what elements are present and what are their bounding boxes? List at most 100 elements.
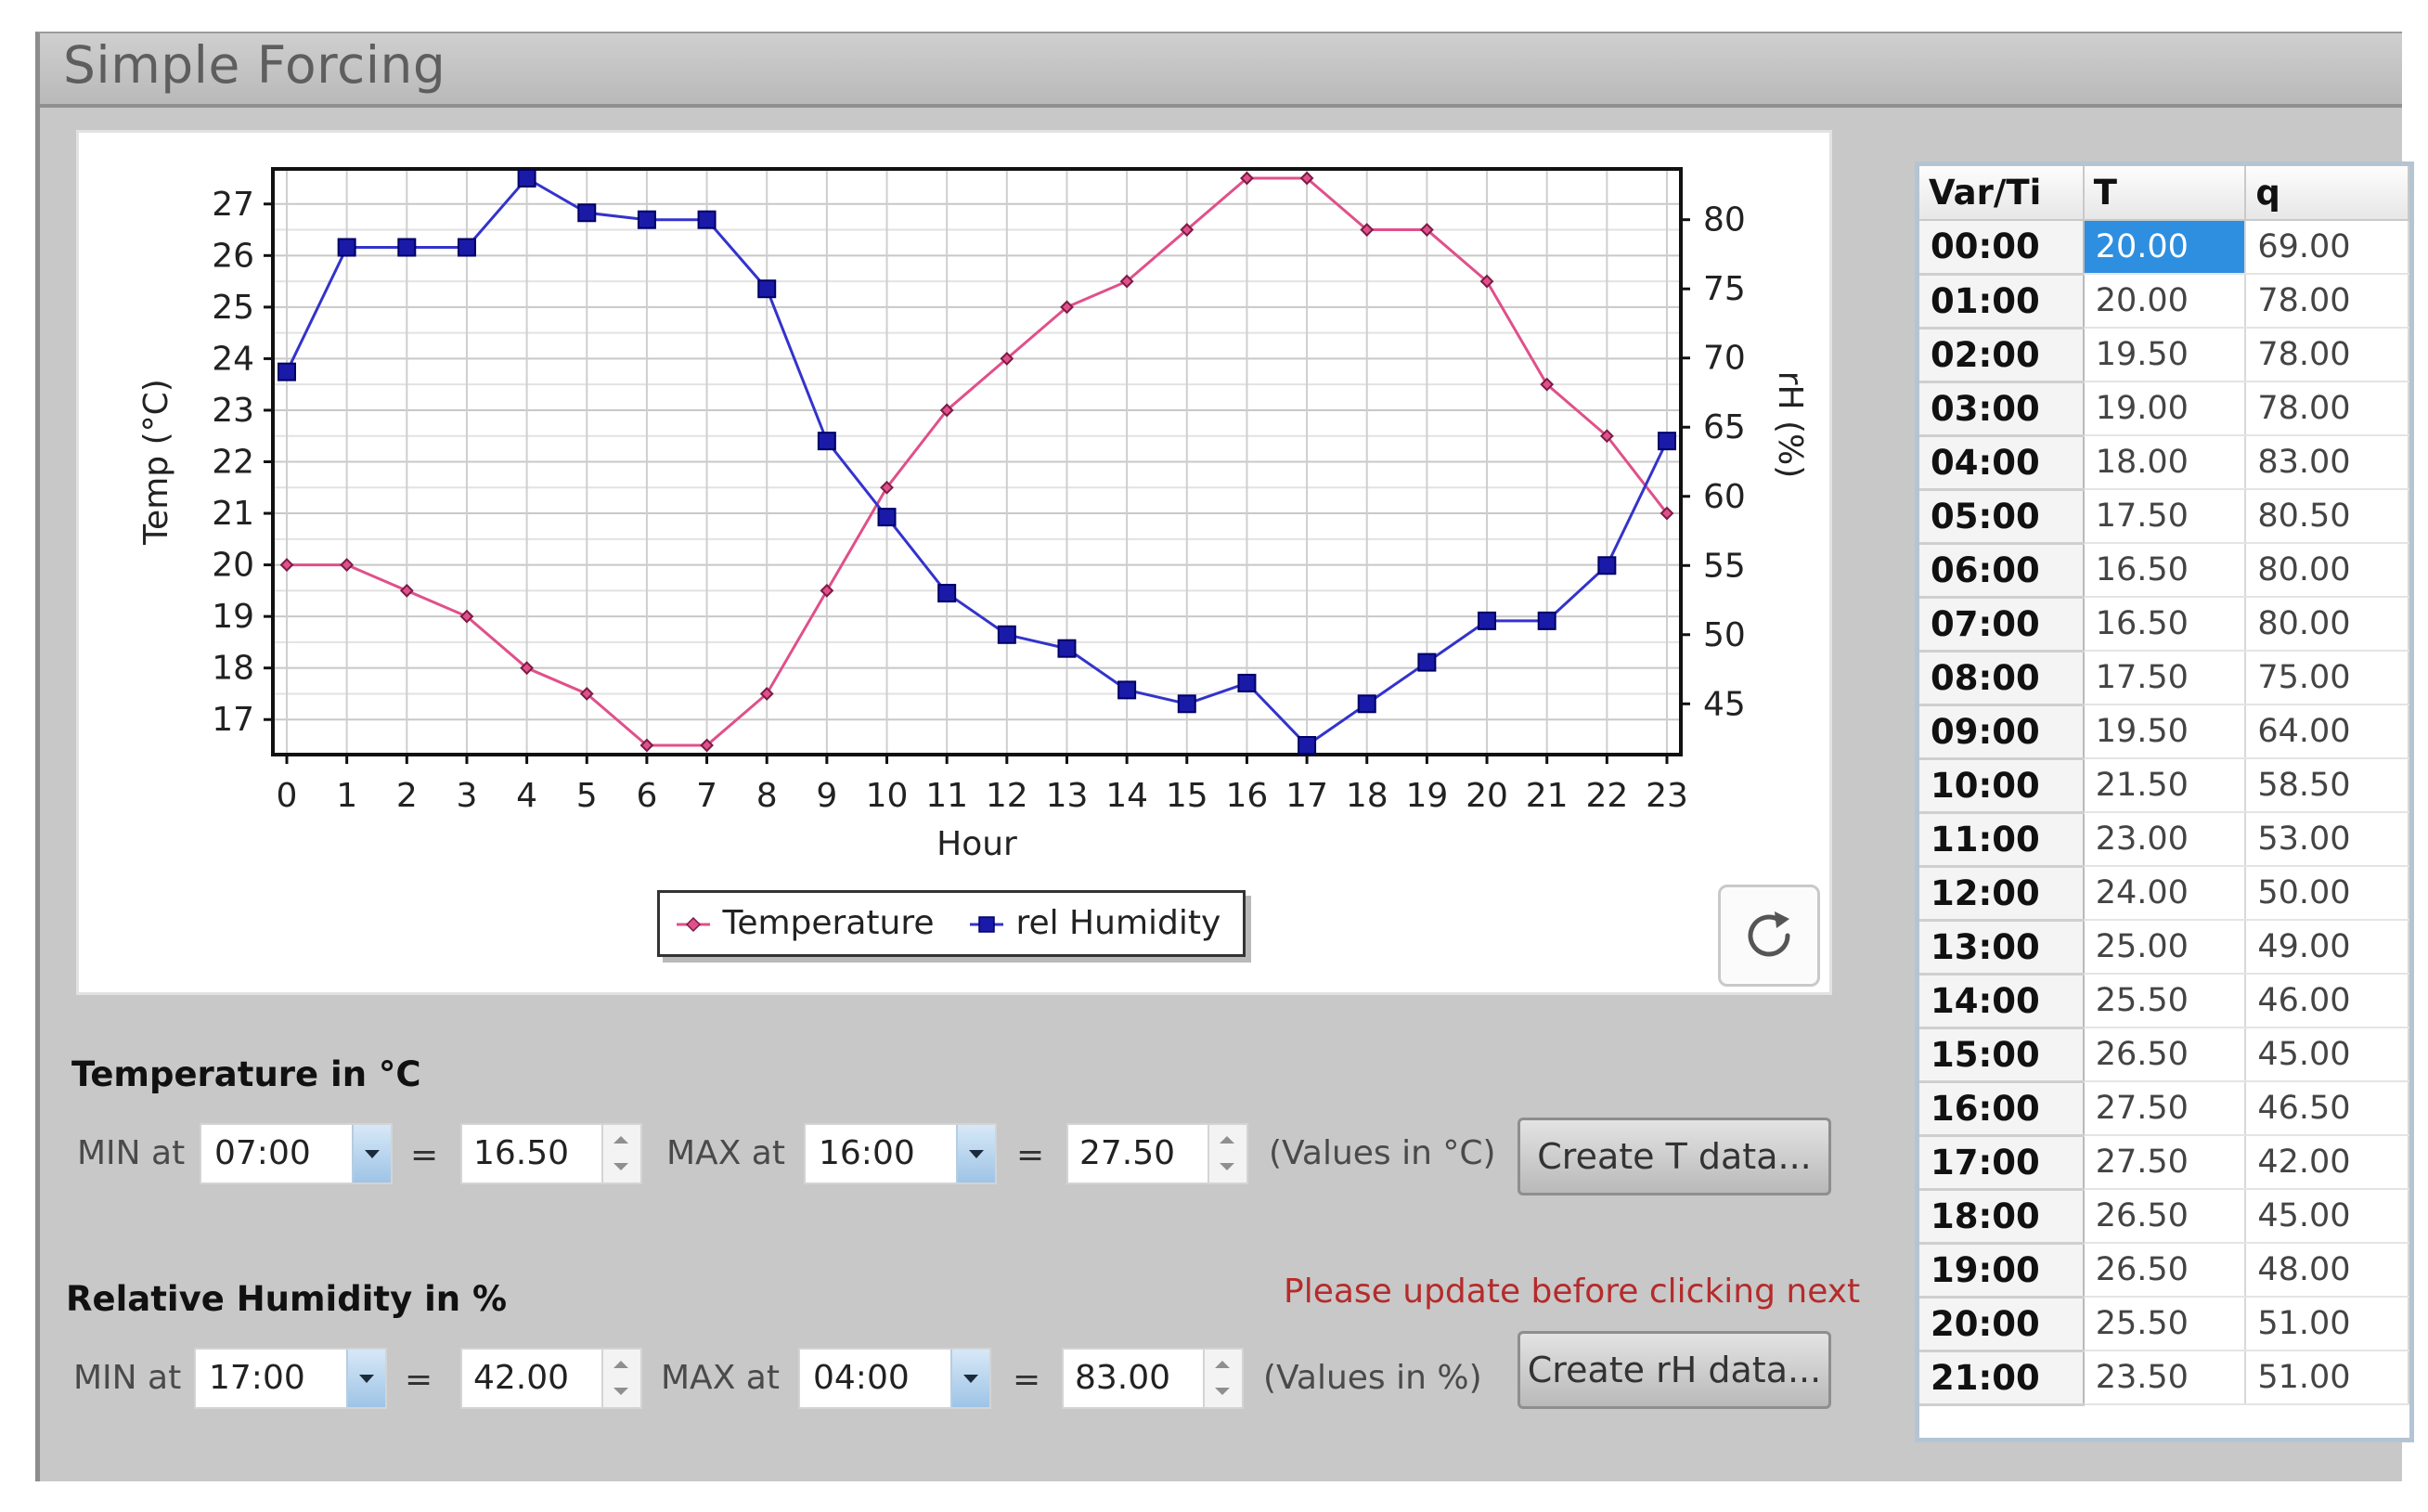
spinner-down-icon[interactable] xyxy=(607,1155,635,1179)
t-value-cell[interactable]: 27.50 xyxy=(2083,1135,2247,1190)
chevron-down-icon[interactable] xyxy=(352,1125,391,1182)
table-row[interactable]: 14:00 25.50 46.00 xyxy=(1919,974,2409,1029)
spinner-down-icon[interactable] xyxy=(1213,1155,1241,1179)
t-value-cell[interactable]: 17.50 xyxy=(2083,651,2247,705)
q-value-cell[interactable]: 78.00 xyxy=(2245,274,2409,329)
rh-min-time-select[interactable]: 17:00 xyxy=(194,1348,387,1409)
t-value-cell[interactable]: 19.50 xyxy=(2083,328,2247,382)
time-cell[interactable]: 21:00 xyxy=(1919,1350,2085,1406)
time-cell[interactable]: 10:00 xyxy=(1919,758,2085,814)
time-cell[interactable]: 16:00 xyxy=(1919,1081,2085,1137)
spinner-down-icon[interactable] xyxy=(1208,1379,1236,1403)
table-row[interactable]: 19:00 26.50 48.00 xyxy=(1919,1243,2409,1299)
t-value-cell[interactable]: 21.50 xyxy=(2083,758,2247,813)
t-value-cell[interactable]: 25.50 xyxy=(2083,1297,2247,1351)
time-cell[interactable]: 07:00 xyxy=(1919,597,2085,653)
chevron-down-icon[interactable] xyxy=(346,1350,385,1407)
t-value-cell[interactable]: 20.00 xyxy=(2083,220,2247,275)
t-value-cell[interactable]: 26.50 xyxy=(2083,1243,2247,1298)
time-cell[interactable]: 01:00 xyxy=(1919,274,2085,330)
q-value-cell[interactable]: 78.00 xyxy=(2245,381,2409,436)
column-header-t[interactable]: T xyxy=(2083,166,2247,221)
q-value-cell[interactable]: 48.00 xyxy=(2245,1243,2409,1298)
rh-max-value-spinner[interactable]: 83.00 xyxy=(1062,1348,1244,1409)
table-row[interactable]: 01:00 20.00 78.00 xyxy=(1919,274,2409,330)
time-cell[interactable]: 14:00 xyxy=(1919,974,2085,1029)
time-cell[interactable]: 06:00 xyxy=(1919,543,2085,599)
q-value-cell[interactable]: 64.00 xyxy=(2245,704,2409,759)
spinner-down-icon[interactable] xyxy=(607,1379,635,1403)
rh-max-time-select[interactable]: 04:00 xyxy=(798,1348,991,1409)
time-cell[interactable]: 13:00 xyxy=(1919,920,2085,976)
time-cell[interactable]: 04:00 xyxy=(1919,435,2085,491)
time-cell[interactable]: 09:00 xyxy=(1919,704,2085,760)
t-value-cell[interactable]: 20.00 xyxy=(2083,274,2247,329)
table-row[interactable]: 16:00 27.50 46.50 xyxy=(1919,1081,2409,1137)
time-cell[interactable]: 03:00 xyxy=(1919,381,2085,437)
spinner-up-icon[interactable] xyxy=(607,1128,635,1152)
column-header-var-time[interactable]: Var/Ti xyxy=(1919,166,2085,221)
t-value-cell[interactable]: 25.00 xyxy=(2083,920,2247,975)
time-cell[interactable]: 19:00 xyxy=(1919,1243,2085,1299)
q-value-cell[interactable]: 80.00 xyxy=(2245,543,2409,598)
table-row[interactable]: 21:00 23.50 51.00 xyxy=(1919,1350,2409,1406)
create-t-data-button[interactable]: Create T data... xyxy=(1518,1118,1831,1195)
q-value-cell[interactable]: 49.00 xyxy=(2245,920,2409,975)
table-row[interactable]: 09:00 19.50 64.00 xyxy=(1919,704,2409,760)
q-value-cell[interactable]: 50.00 xyxy=(2245,866,2409,921)
temp-min-time-select[interactable]: 07:00 xyxy=(200,1123,393,1184)
q-value-cell[interactable]: 51.00 xyxy=(2245,1297,2409,1351)
spinner-up-icon[interactable] xyxy=(607,1352,635,1376)
q-value-cell[interactable]: 75.00 xyxy=(2245,651,2409,705)
q-value-cell[interactable]: 80.50 xyxy=(2245,489,2409,544)
chevron-down-icon[interactable] xyxy=(950,1350,989,1407)
temp-max-time-select[interactable]: 16:00 xyxy=(804,1123,997,1184)
table-row[interactable]: 08:00 17.50 75.00 xyxy=(1919,651,2409,706)
refresh-button[interactable] xyxy=(1718,885,1820,987)
temp-max-value-spinner[interactable]: 27.50 xyxy=(1066,1123,1248,1184)
t-value-cell[interactable]: 24.00 xyxy=(2083,866,2247,921)
table-row[interactable]: 06:00 16.50 80.00 xyxy=(1919,543,2409,599)
time-cell[interactable]: 15:00 xyxy=(1919,1027,2085,1083)
time-cell[interactable]: 02:00 xyxy=(1919,328,2085,383)
table-row[interactable]: 00:00 20.00 69.00 xyxy=(1919,220,2409,276)
column-header-q[interactable]: q xyxy=(2245,166,2409,221)
table-row[interactable]: 17:00 27.50 42.00 xyxy=(1919,1135,2409,1191)
table-row[interactable]: 20:00 25.50 51.00 xyxy=(1919,1297,2409,1352)
q-value-cell[interactable]: 46.50 xyxy=(2245,1081,2409,1136)
q-value-cell[interactable]: 51.00 xyxy=(2245,1350,2409,1405)
q-value-cell[interactable]: 45.00 xyxy=(2245,1027,2409,1082)
q-value-cell[interactable]: 42.00 xyxy=(2245,1135,2409,1190)
q-value-cell[interactable]: 83.00 xyxy=(2245,435,2409,490)
q-value-cell[interactable]: 45.00 xyxy=(2245,1189,2409,1244)
t-value-cell[interactable]: 23.00 xyxy=(2083,812,2247,867)
rh-min-value-spinner[interactable]: 42.00 xyxy=(460,1348,642,1409)
t-value-cell[interactable]: 16.50 xyxy=(2083,597,2247,652)
q-value-cell[interactable]: 58.50 xyxy=(2245,758,2409,813)
time-cell[interactable]: 11:00 xyxy=(1919,812,2085,868)
time-cell[interactable]: 20:00 xyxy=(1919,1297,2085,1352)
table-row[interactable]: 03:00 19.00 78.00 xyxy=(1919,381,2409,437)
q-value-cell[interactable]: 46.00 xyxy=(2245,974,2409,1028)
t-value-cell[interactable]: 17.50 xyxy=(2083,489,2247,544)
time-cell[interactable]: 05:00 xyxy=(1919,489,2085,545)
table-row[interactable]: 13:00 25.00 49.00 xyxy=(1919,920,2409,976)
t-value-cell[interactable]: 27.50 xyxy=(2083,1081,2247,1136)
table-row[interactable]: 15:00 26.50 45.00 xyxy=(1919,1027,2409,1083)
table-row[interactable]: 18:00 26.50 45.00 xyxy=(1919,1189,2409,1245)
q-value-cell[interactable]: 80.00 xyxy=(2245,597,2409,652)
q-value-cell[interactable]: 69.00 xyxy=(2245,220,2409,275)
t-value-cell[interactable]: 19.50 xyxy=(2083,704,2247,759)
spinner-up-icon[interactable] xyxy=(1208,1352,1236,1376)
time-cell[interactable]: 18:00 xyxy=(1919,1189,2085,1245)
time-cell[interactable]: 08:00 xyxy=(1919,651,2085,706)
create-rh-data-button[interactable]: Create rH data... xyxy=(1518,1331,1831,1409)
table-row[interactable]: 02:00 19.50 78.00 xyxy=(1919,328,2409,383)
forcing-data-table[interactable]: Var/Ti T q 00:00 20.00 69.00 01:00 20.00 78.0… xyxy=(1915,162,2414,1442)
t-value-cell[interactable]: 25.50 xyxy=(2083,974,2247,1028)
table-row[interactable]: 05:00 17.50 80.50 xyxy=(1919,489,2409,545)
time-cell[interactable]: 17:00 xyxy=(1919,1135,2085,1191)
temp-min-value-spinner[interactable]: 16.50 xyxy=(460,1123,642,1184)
table-row[interactable]: 12:00 24.00 50.00 xyxy=(1919,866,2409,922)
chevron-down-icon[interactable] xyxy=(956,1125,995,1182)
